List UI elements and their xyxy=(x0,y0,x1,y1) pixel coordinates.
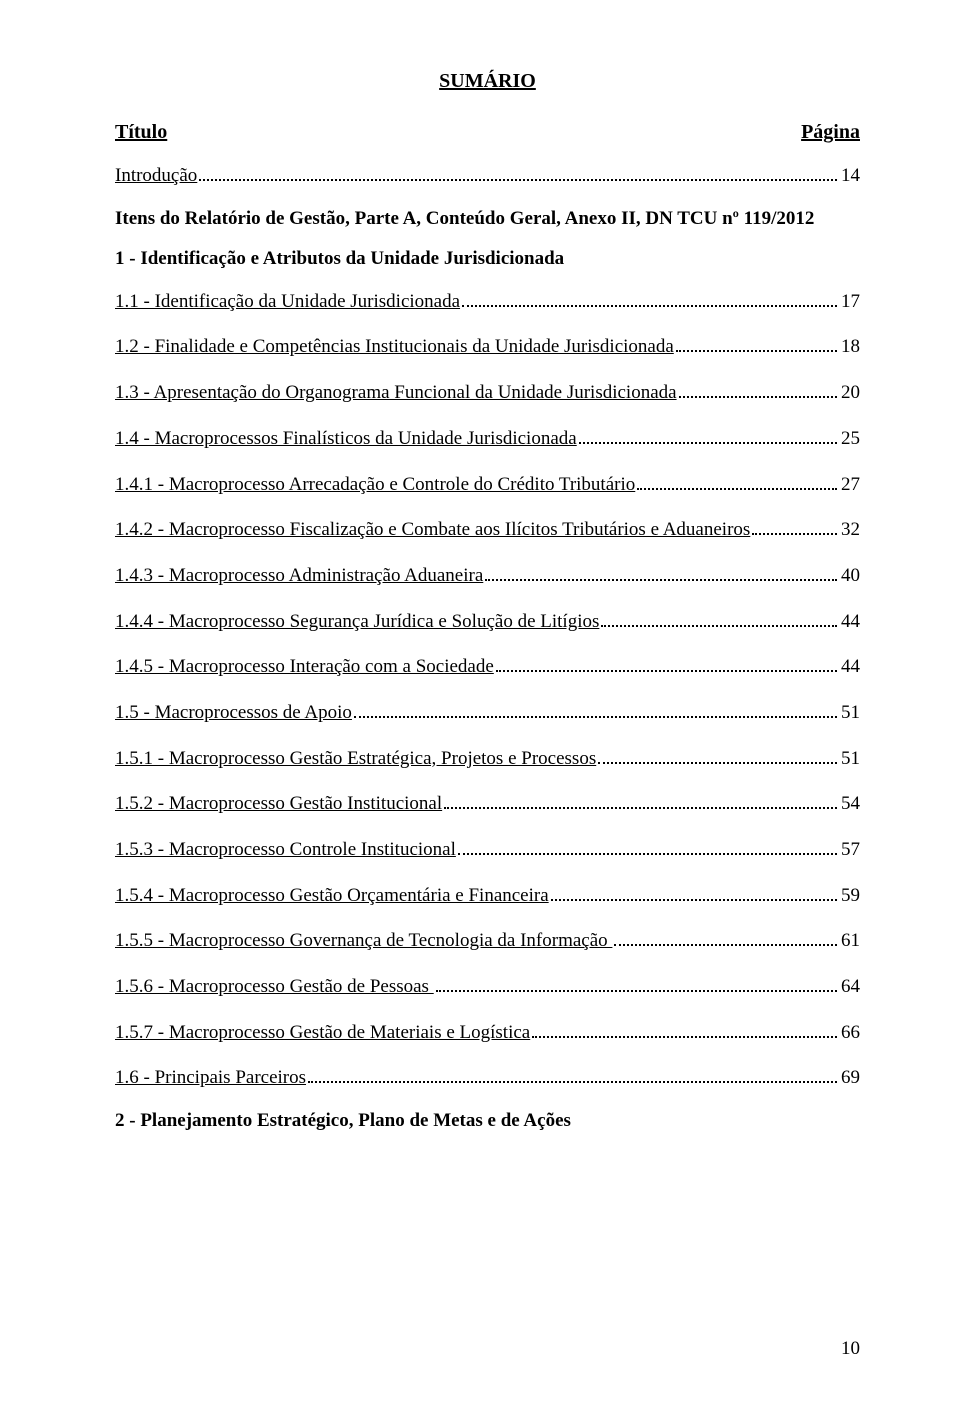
toc-entry: 1.4.3 - Macroprocesso Administração Adua… xyxy=(115,562,860,590)
sumario-title: SUMÁRIO xyxy=(115,70,860,93)
toc-entry-label[interactable]: 1.4.1 - Macroprocesso Arrecadação e Cont… xyxy=(115,472,635,499)
toc-leader xyxy=(679,379,837,398)
toc-leader xyxy=(308,1064,837,1083)
toc-entry-page: 66 xyxy=(841,1020,860,1047)
toc-entry: 1.5.4 - Macroprocesso Gestão Orçamentári… xyxy=(115,882,860,910)
toc-entry-label[interactable]: 1.4.5 - Macroprocesso Interação com a So… xyxy=(115,654,494,681)
toc-entry: 1.2 - Finalidade e Competências Instituc… xyxy=(115,333,860,361)
toc-entry-label[interactable]: 1.4 - Macroprocessos Finalísticos da Uni… xyxy=(115,426,577,453)
toc-entry-page: 51 xyxy=(841,700,860,727)
toc-leader xyxy=(462,288,837,307)
toc-entry: 1.5.6 - Macroprocesso Gestão de Pessoas … xyxy=(115,973,860,1001)
toc-leader xyxy=(752,516,837,535)
toc-entry-page: 18 xyxy=(841,334,860,361)
toc-leader xyxy=(354,699,837,718)
toc-leader xyxy=(436,973,837,992)
toc-entry-page: 51 xyxy=(841,746,860,773)
toc-leader xyxy=(676,333,837,352)
toc-leader xyxy=(551,882,837,901)
footer-page-number: 10 xyxy=(841,1338,860,1360)
toc-header-left: Título xyxy=(115,121,167,144)
toc-leader xyxy=(598,745,837,764)
toc-entry: 1.4.1 - Macroprocesso Arrecadação e Cont… xyxy=(115,470,860,498)
toc-leader xyxy=(496,653,837,672)
toc-entry: 1.5.7 - Macroprocesso Gestão de Materiai… xyxy=(115,1019,860,1047)
toc-entry-page: 64 xyxy=(841,974,860,1001)
toc-entry: 1.5.2 - Macroprocesso Gestão Institucion… xyxy=(115,790,860,818)
toc-leader xyxy=(444,790,837,809)
toc-entry-label[interactable]: 1.5.5 - Macroprocesso Governança de Tecn… xyxy=(115,928,612,955)
toc-leader xyxy=(199,162,837,181)
toc-leader xyxy=(532,1019,837,1038)
toc-entry-label[interactable]: 1.3 - Apresentação do Organograma Funcio… xyxy=(115,380,677,407)
toc-entry-label[interactable]: 1.5.3 - Macroprocesso Controle Instituci… xyxy=(115,837,456,864)
toc-entry-page: 40 xyxy=(841,563,860,590)
section-heading-2: 2 - Planejamento Estratégico, Plano de M… xyxy=(115,1110,860,1132)
toc-entry-page: 54 xyxy=(841,791,860,818)
toc-leader xyxy=(614,927,837,946)
toc-entry-heading: 1 - Identificação e Atributos da Unidade… xyxy=(115,248,860,270)
document-page: SUMÁRIO Título Página Introdução 14 Iten… xyxy=(0,0,960,1402)
toc-leader xyxy=(601,608,837,627)
toc-entry: Introdução 14 xyxy=(115,162,860,190)
toc-entry-label[interactable]: 1.2 - Finalidade e Competências Instituc… xyxy=(115,334,674,361)
toc-entry-label[interactable]: 1.5.1 - Macroprocesso Gestão Estratégica… xyxy=(115,746,596,773)
toc-entry-page: 44 xyxy=(841,609,860,636)
toc-entry-page: 44 xyxy=(841,654,860,681)
toc-entry-label[interactable]: Introdução xyxy=(115,163,197,190)
toc-entry-page: 27 xyxy=(841,472,860,499)
toc-entry-page: 25 xyxy=(841,426,860,453)
toc-entry-label[interactable]: 1.5.6 - Macroprocesso Gestão de Pessoas xyxy=(115,974,434,1001)
toc-entry: 1.1 - Identificação da Unidade Jurisdici… xyxy=(115,288,860,316)
toc-entry: 1.5 - Macroprocessos de Apoio 51 xyxy=(115,699,860,727)
toc-entry: 1.5.5 - Macroprocesso Governança de Tecn… xyxy=(115,927,860,955)
toc-entry: 1.5.1 - Macroprocesso Gestão Estratégica… xyxy=(115,745,860,773)
section-heading: Itens do Relatório de Gestão, Parte A, C… xyxy=(115,208,860,230)
toc-leader xyxy=(458,836,837,855)
toc-entry: 1.4.4 - Macroprocesso Segurança Jurídica… xyxy=(115,608,860,636)
toc-entry-label[interactable]: 1.5.4 - Macroprocesso Gestão Orçamentári… xyxy=(115,883,549,910)
toc-entry-page: 57 xyxy=(841,837,860,864)
toc-entry: 1.4 - Macroprocessos Finalísticos da Uni… xyxy=(115,425,860,453)
toc-header: Título Página xyxy=(115,121,860,144)
toc-entry-label[interactable]: 1.5.2 - Macroprocesso Gestão Institucion… xyxy=(115,791,442,818)
toc-entry-page: 61 xyxy=(841,928,860,955)
toc-entry: 1.5.3 - Macroprocesso Controle Instituci… xyxy=(115,836,860,864)
toc-entry: 1.4.2 - Macroprocesso Fiscalização e Com… xyxy=(115,516,860,544)
toc-entry: 1.3 - Apresentação do Organograma Funcio… xyxy=(115,379,860,407)
toc-entry-page: 59 xyxy=(841,883,860,910)
toc-entry-page: 20 xyxy=(841,380,860,407)
toc-entry-page: 32 xyxy=(841,517,860,544)
toc-header-right: Página xyxy=(801,121,860,144)
toc-entry-label[interactable]: 1.5 - Macroprocessos de Apoio xyxy=(115,700,352,727)
toc-entry-page: 14 xyxy=(841,163,860,190)
toc-entry-label[interactable]: 1.4.4 - Macroprocesso Segurança Jurídica… xyxy=(115,609,599,636)
toc-entry-page: 17 xyxy=(841,289,860,316)
toc-entry-label[interactable]: 1.4.3 - Macroprocesso Administração Adua… xyxy=(115,563,483,590)
toc-entry-label[interactable]: 1.4.2 - Macroprocesso Fiscalização e Com… xyxy=(115,517,750,544)
toc-entry: 1.6 - Principais Parceiros 69 xyxy=(115,1064,860,1092)
toc-entry-page: 69 xyxy=(841,1065,860,1092)
toc-leader xyxy=(637,470,837,489)
toc-leader xyxy=(579,425,837,444)
toc-leader xyxy=(485,562,837,581)
toc-entry: 1.4.5 - Macroprocesso Interação com a So… xyxy=(115,653,860,681)
toc-entry-label[interactable]: 1.5.7 - Macroprocesso Gestão de Materiai… xyxy=(115,1020,530,1047)
toc-entry-label[interactable]: 1.1 - Identificação da Unidade Jurisdici… xyxy=(115,289,460,316)
toc-entry-label[interactable]: 1.6 - Principais Parceiros xyxy=(115,1065,306,1092)
